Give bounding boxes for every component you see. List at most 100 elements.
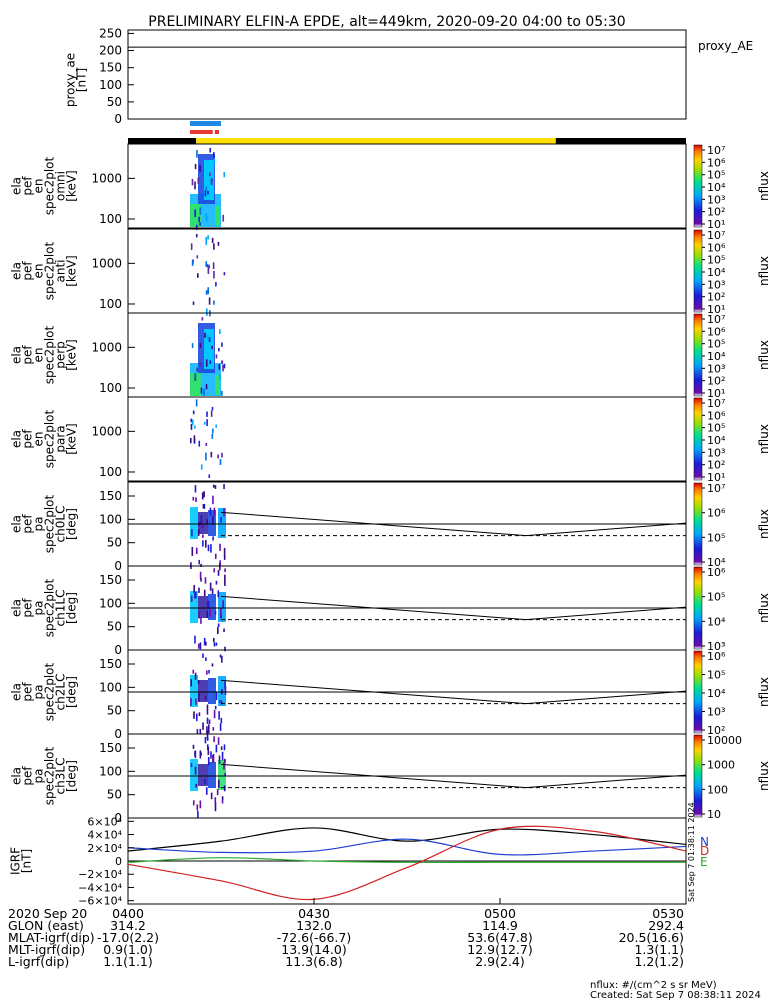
pitch-speckle bbox=[213, 637, 215, 643]
flux-speckle bbox=[195, 233, 198, 238]
flux-speckle bbox=[205, 186, 208, 190]
energy-panel-2: 1000100elapefenspec2plotanti[keV]10⁷10⁶1… bbox=[10, 228, 771, 317]
flux-speckle bbox=[213, 243, 215, 250]
energy-ytick-label: 100 bbox=[99, 465, 122, 479]
colorbar-label: nflux bbox=[757, 256, 771, 286]
footer-row-label: L-igrf(dip) bbox=[8, 954, 69, 969]
pitch-ytick-label: 0 bbox=[114, 727, 122, 741]
pitch-speckle bbox=[198, 692, 200, 702]
igrf-ytick-label: −2×10⁴ bbox=[78, 868, 122, 881]
pitch-ytick-label: 100 bbox=[99, 512, 122, 526]
ylabel-line: spec2plot bbox=[43, 494, 57, 553]
science-bar-red bbox=[214, 130, 219, 134]
pitch-speckle bbox=[224, 772, 226, 777]
pitch-speckle bbox=[214, 797, 217, 804]
colorbar-tick-label: 10⁴ bbox=[707, 181, 726, 194]
flux-speckle bbox=[190, 418, 193, 423]
colorbar bbox=[693, 734, 703, 818]
pitch-speckle bbox=[192, 669, 195, 674]
flux-speckle bbox=[223, 171, 226, 178]
igrf-series-blue bbox=[127, 838, 687, 856]
flux-speckle bbox=[191, 343, 194, 348]
pitch-flux-block bbox=[208, 510, 216, 536]
flux-speckle bbox=[202, 174, 204, 178]
pitch-speckle bbox=[190, 698, 192, 706]
flux-speckle bbox=[223, 272, 226, 276]
colorbar bbox=[693, 650, 703, 734]
flux-speckle bbox=[191, 260, 194, 266]
pitch-speckle bbox=[195, 698, 197, 705]
footer-value: 0500 bbox=[484, 906, 516, 921]
colorbar-tick-label: 10⁷ bbox=[707, 144, 725, 157]
ylabel-line: pa bbox=[32, 769, 46, 784]
flux-speckle bbox=[193, 435, 196, 443]
pitch-speckle bbox=[213, 507, 216, 516]
flux-speckle bbox=[205, 384, 208, 390]
pitch-speckle bbox=[224, 582, 226, 586]
flux-region-green bbox=[190, 373, 201, 396]
science-bar-red bbox=[190, 130, 213, 134]
flux-speckle bbox=[200, 387, 203, 394]
ylabel-line: [keV] bbox=[65, 423, 79, 454]
flux-speckle bbox=[207, 190, 209, 195]
colorbar bbox=[693, 229, 703, 313]
flux-speckle bbox=[199, 164, 201, 172]
plot-title: PRELIMINARY ELFIN-A EPDE, alt=449km, 202… bbox=[148, 14, 625, 30]
pitch-speckle bbox=[192, 800, 195, 806]
colorbar-tick-label: 10⁶ bbox=[707, 650, 726, 663]
igrf-ytick-label: 0 bbox=[115, 855, 122, 868]
pitch-speckle bbox=[219, 608, 222, 617]
flux-speckle bbox=[213, 152, 215, 158]
ylabel-line: para bbox=[54, 425, 68, 452]
pitch-speckle bbox=[202, 504, 205, 509]
flux-speckle bbox=[211, 406, 214, 411]
pitch-speckle bbox=[190, 763, 193, 768]
flux-speckle bbox=[198, 216, 200, 223]
pitch-speckle bbox=[199, 571, 202, 580]
pitch-speckle bbox=[224, 568, 226, 572]
flux-speckle bbox=[205, 452, 207, 461]
ae-ytick-label: 0 bbox=[114, 112, 122, 126]
flux-speckle bbox=[194, 181, 196, 190]
flux-speckle bbox=[213, 158, 216, 165]
pitch-speckle bbox=[191, 546, 194, 556]
pitch-speckle bbox=[222, 600, 224, 609]
pitch-speckle bbox=[212, 495, 214, 505]
energy-ytick-label: 100 bbox=[99, 212, 122, 226]
flux-speckle bbox=[210, 181, 213, 185]
energy-ytick-label: 100 bbox=[99, 381, 122, 395]
ylabel-line: [keV] bbox=[65, 339, 79, 370]
colorbar-tick-label: 10² bbox=[707, 724, 725, 737]
colorbar-tick-label: 10⁶ bbox=[707, 566, 726, 579]
pitch-speckle bbox=[212, 753, 215, 763]
pitch-speckle bbox=[203, 589, 206, 597]
ae-ytick-label: 100 bbox=[99, 78, 122, 92]
pitch-speckle bbox=[224, 646, 226, 652]
ylabel-line: [keV] bbox=[65, 170, 79, 201]
pitch-speckle bbox=[204, 577, 207, 584]
flux-speckle bbox=[199, 343, 202, 348]
colorbar-tick-label: 100 bbox=[707, 783, 728, 796]
flux-speckle bbox=[208, 337, 211, 343]
flux-speckle bbox=[196, 255, 199, 259]
pitch-speckle bbox=[201, 524, 204, 529]
ylabel-line: ch1LC bbox=[54, 590, 68, 627]
flux-speckle bbox=[205, 290, 208, 295]
ae-ytick-label: 200 bbox=[99, 44, 122, 58]
pitch-ytick-label: 50 bbox=[107, 788, 122, 802]
pitch-speckle bbox=[192, 744, 195, 749]
colorbar-tick-label: 10⁶ bbox=[707, 325, 726, 338]
flux-speckle bbox=[197, 177, 200, 184]
pitch-flux-block bbox=[208, 762, 216, 788]
pitch-speckle bbox=[206, 730, 209, 739]
footer-value: 20.5(16.6) bbox=[619, 930, 684, 945]
colorbar-tick-label: 10⁴ bbox=[707, 266, 726, 279]
pitch-speckle bbox=[192, 496, 195, 501]
ylabel-line: ela bbox=[10, 683, 24, 701]
flux-speckle bbox=[211, 345, 213, 350]
pitch-speckle bbox=[203, 637, 206, 646]
pitch-speckle bbox=[206, 717, 209, 725]
ylabel-line: pef bbox=[21, 598, 35, 618]
pitch-speckle bbox=[213, 736, 215, 743]
